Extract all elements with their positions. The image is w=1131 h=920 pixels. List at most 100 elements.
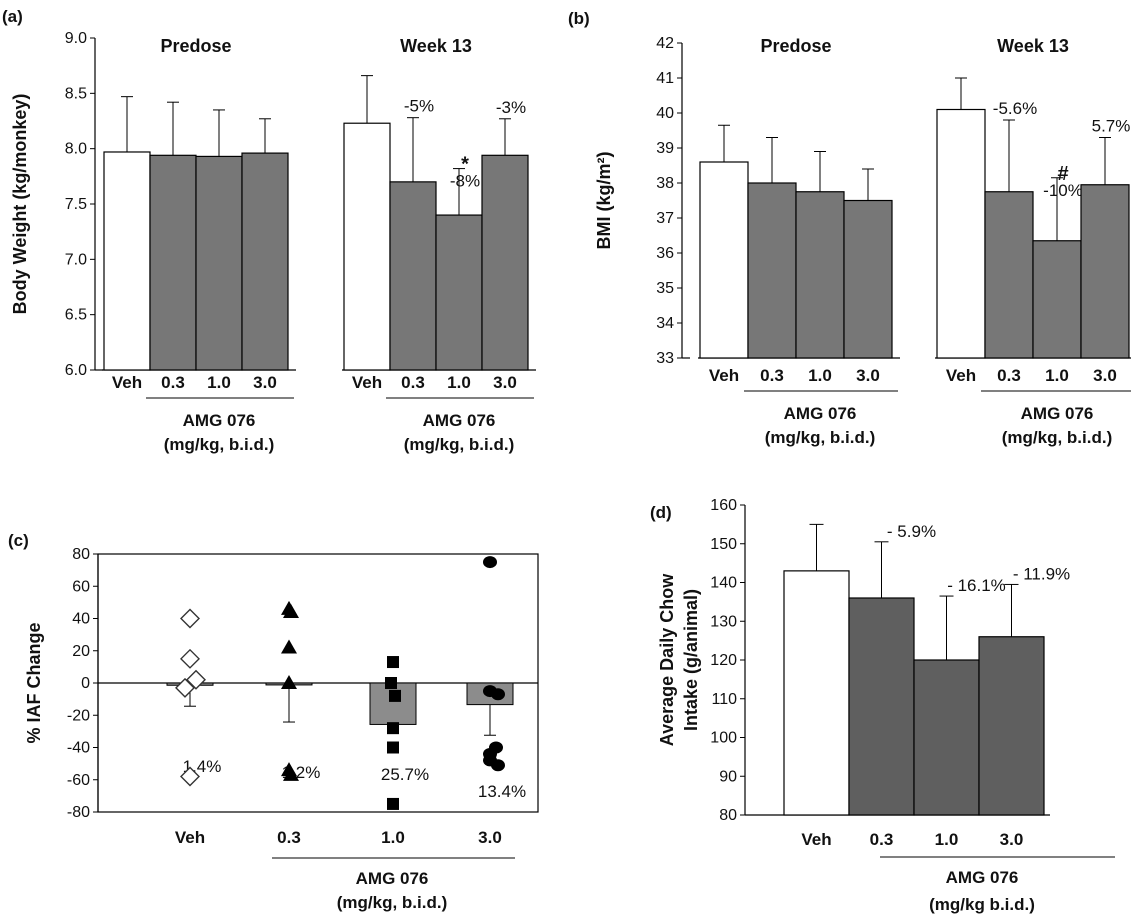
panel-b-y-tick-label: 40 xyxy=(656,105,674,122)
panel-a-plot-area: 6.0 6.5 7.0 7.5 8.0 8.5 9.0 Body Weight (kg/mon… xyxy=(10,30,536,454)
panel-c-annotation: 25.7% xyxy=(381,765,429,784)
panel-b-bar-1.0 xyxy=(795,191,845,359)
panel-b-annotation: -10% xyxy=(1043,181,1083,200)
panel-b-bar-0.3 xyxy=(747,182,797,359)
panel-c-point-circle xyxy=(491,759,505,772)
panel-d-y-axis-label-line: Average Daily Chow xyxy=(657,573,677,746)
panel-c-point-diamond xyxy=(180,648,200,669)
panel-c-y-tick-label: -20 xyxy=(67,707,90,724)
panel-d-annotation: - 5.9% xyxy=(887,522,936,541)
panel-c-iaf-change-chart: (c) -80 -60 -40 -20 0 20 40 60 80 % IAF Change Veh… xyxy=(8,531,539,912)
panel-a-bar-3.0 xyxy=(481,154,529,371)
panel-b-annotation: 5.7% xyxy=(1092,117,1131,136)
panel-c-point-diamond xyxy=(180,766,200,787)
panel-d-category-label: Veh xyxy=(801,830,831,849)
panel-d-bar-1.0 xyxy=(913,659,980,816)
panel-b-category-label: Veh xyxy=(709,366,739,385)
panel-a-group-title: Week 13 xyxy=(400,36,472,56)
panel-b-bracket-sublabel: (mg/kg, b.i.d.) xyxy=(1002,428,1113,447)
panel-c-bracket-sublabel: (mg/kg, b.i.d.) xyxy=(337,893,448,912)
panel-d-bracket-sublabel: (mg/kg b.i.d.) xyxy=(929,895,1035,914)
panel-c-y-axis-label: % IAF Change xyxy=(24,622,44,743)
panel-c-y-tick-label: 20 xyxy=(72,643,90,660)
panel-c-plot-area: -80 -60 -40 -20 0 20 40 60 80 % IAF Change Veh 0.3 1… xyxy=(24,546,539,912)
panel-a-y-tick-label: 6.0 xyxy=(65,362,87,379)
panel-b-bar-Veh xyxy=(936,108,986,359)
panel-d-label: (d) xyxy=(650,503,672,522)
panel-d-y-tick-label: 100 xyxy=(710,730,737,747)
panel-d-y-axis-label-line: Intake (g/animal) xyxy=(681,589,701,731)
panel-b-category-label: 3.0 xyxy=(856,366,880,385)
panel-a-y-tick-label: 8.5 xyxy=(65,85,87,102)
panel-c-mean-bar-1.0 xyxy=(369,682,417,725)
panel-c-y-tick-label: -80 xyxy=(67,804,90,821)
panel-c-point-circle xyxy=(491,688,505,701)
panel-a-group-title: Predose xyxy=(160,36,231,56)
panel-c-bracket-label: AMG 076 xyxy=(356,869,429,888)
panel-b-bracket-sublabel: (mg/kg, b.i.d.) xyxy=(765,428,876,447)
panel-d-bar-3.0 xyxy=(978,636,1045,816)
panel-b-bracket-label: AMG 076 xyxy=(1021,404,1094,423)
panel-a-bracket-label: AMG 076 xyxy=(423,411,496,430)
panel-a-category-label: 0.3 xyxy=(161,373,185,392)
panel-a-category-label: 3.0 xyxy=(493,373,517,392)
panel-c-point-square xyxy=(385,677,397,689)
panel-b-bar-3.0 xyxy=(1080,184,1130,359)
panel-a-category-label: Veh xyxy=(112,373,142,392)
panel-d-y-tick-label: 140 xyxy=(710,575,737,592)
panel-b-y-tick-label: 34 xyxy=(656,315,674,332)
panel-a-bar-0.3 xyxy=(149,154,197,371)
panel-d-category-label: 3.0 xyxy=(1000,830,1024,849)
panel-a-bar-3.0 xyxy=(241,152,289,371)
panel-a-y-tick-label: 8.0 xyxy=(65,141,87,158)
panel-c-point-square xyxy=(387,722,399,735)
panel-a-y-axis-label: Body Weight (kg/monkey) xyxy=(10,94,30,315)
panel-b-y-axis-label: BMI (kg/m²) xyxy=(594,152,614,250)
panel-d-y-tick-label: 90 xyxy=(719,768,737,785)
panel-a-annotation: -3% xyxy=(496,98,526,117)
panel-b-significance-mark: # xyxy=(1057,163,1068,185)
panel-a-body-weight-chart: (a) 6.0 6.5 7.0 7.5 8.0 8.5 9.0 Body Weight (kg… xyxy=(2,7,536,454)
panel-d-category-label: 1.0 xyxy=(935,830,959,849)
panel-a-bar-1.0 xyxy=(195,155,243,371)
panel-b-bmi-chart: (b) 33 34 35 36 37 38 39 40 41 42 BMI (kg/m²) Predo… xyxy=(568,9,1131,447)
panel-b-category-label: 1.0 xyxy=(1045,366,1069,385)
panel-c-point-diamond xyxy=(175,677,195,698)
panel-d-chow-intake-chart: (d) 80 90 100 110 120 130 140 150 160 Average Dai… xyxy=(650,497,1115,914)
panel-a-bar-Veh xyxy=(103,151,151,371)
panel-b-y-tick-label: 33 xyxy=(656,350,674,367)
panel-c-point-square xyxy=(387,797,399,810)
panel-b-plot-area: 33 34 35 36 37 38 39 40 41 42 BMI (kg/m²) Predose Ve… xyxy=(594,35,1131,447)
panel-b-y-tick-label: 38 xyxy=(656,175,674,192)
panel-b-group-title: Week 13 xyxy=(997,36,1069,56)
panel-c-point-triangle xyxy=(281,675,297,689)
panel-d-y-tick-label: 130 xyxy=(710,613,737,630)
panel-a-bracket-sublabel: (mg/kg, b.i.d.) xyxy=(404,435,515,454)
panel-d-category-label: 0.3 xyxy=(870,830,894,849)
panel-c-category-label: 0.3 xyxy=(277,828,301,847)
panel-a-y-tick-label: 6.5 xyxy=(65,307,87,324)
panel-d-annotation: - 16.1% xyxy=(947,576,1006,595)
panel-c-y-tick-label: -60 xyxy=(67,772,90,789)
panel-a-y-tick-label: 7.0 xyxy=(65,251,87,268)
panel-c-y-tick-label: 40 xyxy=(72,611,90,628)
panel-c-point-diamond xyxy=(186,669,206,690)
panel-b-bar-0.3 xyxy=(984,191,1034,359)
panel-d-bracket-label: AMG 076 xyxy=(946,868,1019,887)
panel-a-bracket-label: AMG 076 xyxy=(183,411,256,430)
panel-c-point-square xyxy=(387,656,399,669)
panel-c-point-circle xyxy=(483,556,497,569)
panel-a-category-label: 1.0 xyxy=(447,373,471,392)
panel-d-bar-Veh xyxy=(783,570,850,816)
panel-b-category-label: 1.0 xyxy=(808,366,832,385)
panel-c-y-tick-label: 0 xyxy=(81,675,90,692)
panel-a-label: (a) xyxy=(2,7,23,26)
panel-c-y-tick-label: 80 xyxy=(72,546,90,563)
panel-b-category-label: Veh xyxy=(946,366,976,385)
panel-b-bar-3.0 xyxy=(843,199,893,359)
panel-d-annotation: - 11.9% xyxy=(1013,564,1070,583)
panel-b-bar-1.0 xyxy=(1032,240,1082,359)
panel-a-category-label: 1.0 xyxy=(207,373,231,392)
panel-c-label: (c) xyxy=(8,531,29,550)
